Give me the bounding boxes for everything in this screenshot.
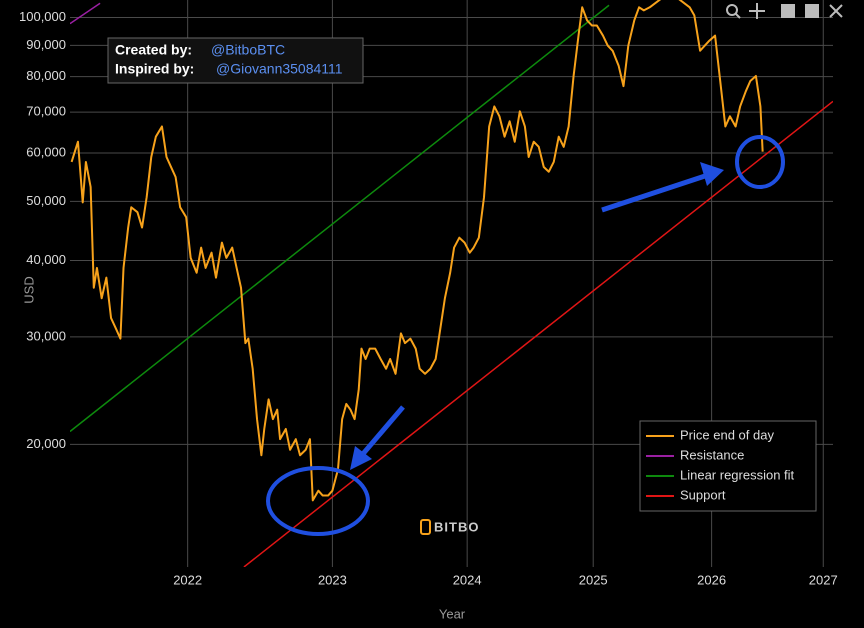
series-line	[70, 2, 101, 25]
annotation-box	[107, 37, 364, 84]
highlight-ellipse	[266, 466, 370, 536]
annotation-link[interactable]: @Giovann35084111	[216, 61, 343, 77]
reset-icon[interactable]	[829, 4, 843, 18]
toolbar	[726, 3, 843, 19]
y-axis-title: USD	[21, 276, 36, 303]
y-tick-label: 50,000	[26, 193, 66, 208]
zoom-icon[interactable]	[726, 4, 738, 16]
x-tick-label: 2022	[173, 572, 202, 587]
y-tick-label: 40,000	[26, 252, 66, 267]
arrow-head	[700, 162, 724, 186]
watermark-text: BITBO	[434, 519, 479, 534]
arrow-head	[350, 446, 372, 470]
legend-label: Price end of day	[680, 427, 774, 442]
legend: Price end of day Resistance Linear regress…	[639, 420, 817, 512]
watermark-logo	[420, 519, 431, 535]
zoom-icon-handle	[735, 13, 741, 19]
series-line	[70, 0, 764, 502]
pan-icon[interactable]	[749, 3, 765, 19]
legend-label: Resistance	[680, 447, 744, 462]
x-tick-label: 2023	[318, 572, 347, 587]
x-tick-label: 2025	[579, 572, 608, 587]
arrow-shaft	[360, 405, 405, 457]
x-tick-label: 2026	[697, 572, 726, 587]
x-tick-label: 2027	[809, 572, 838, 587]
arrow-shaft	[601, 173, 706, 213]
y-tick-label: 30,000	[26, 328, 66, 343]
highlight-ellipse	[735, 135, 785, 189]
annotation-label: Created by:	[115, 42, 192, 58]
watermark: BITBO	[420, 519, 479, 535]
annotation-label: Inspired by:	[115, 61, 194, 77]
zoom-in-icon[interactable]	[781, 4, 795, 18]
series-line	[243, 100, 833, 567]
x-tick-label: 2024	[453, 572, 482, 587]
legend-label: Support	[680, 487, 726, 502]
legend-label: Linear regression fit	[680, 467, 795, 482]
y-tick-label: 80,000	[26, 68, 66, 83]
y-tick-label: 100,000	[19, 9, 66, 24]
x-axis-title: Year	[439, 606, 466, 621]
annotation-link[interactable]: @BitboBTC	[211, 42, 285, 58]
y-tick-label: 90,000	[26, 37, 66, 52]
y-tick-label: 60,000	[26, 144, 66, 159]
y-tick-label: 70,000	[26, 104, 66, 119]
series-line	[70, 4, 610, 433]
zoom-out-icon[interactable]	[805, 4, 819, 18]
y-tick-label: 20,000	[26, 436, 66, 451]
